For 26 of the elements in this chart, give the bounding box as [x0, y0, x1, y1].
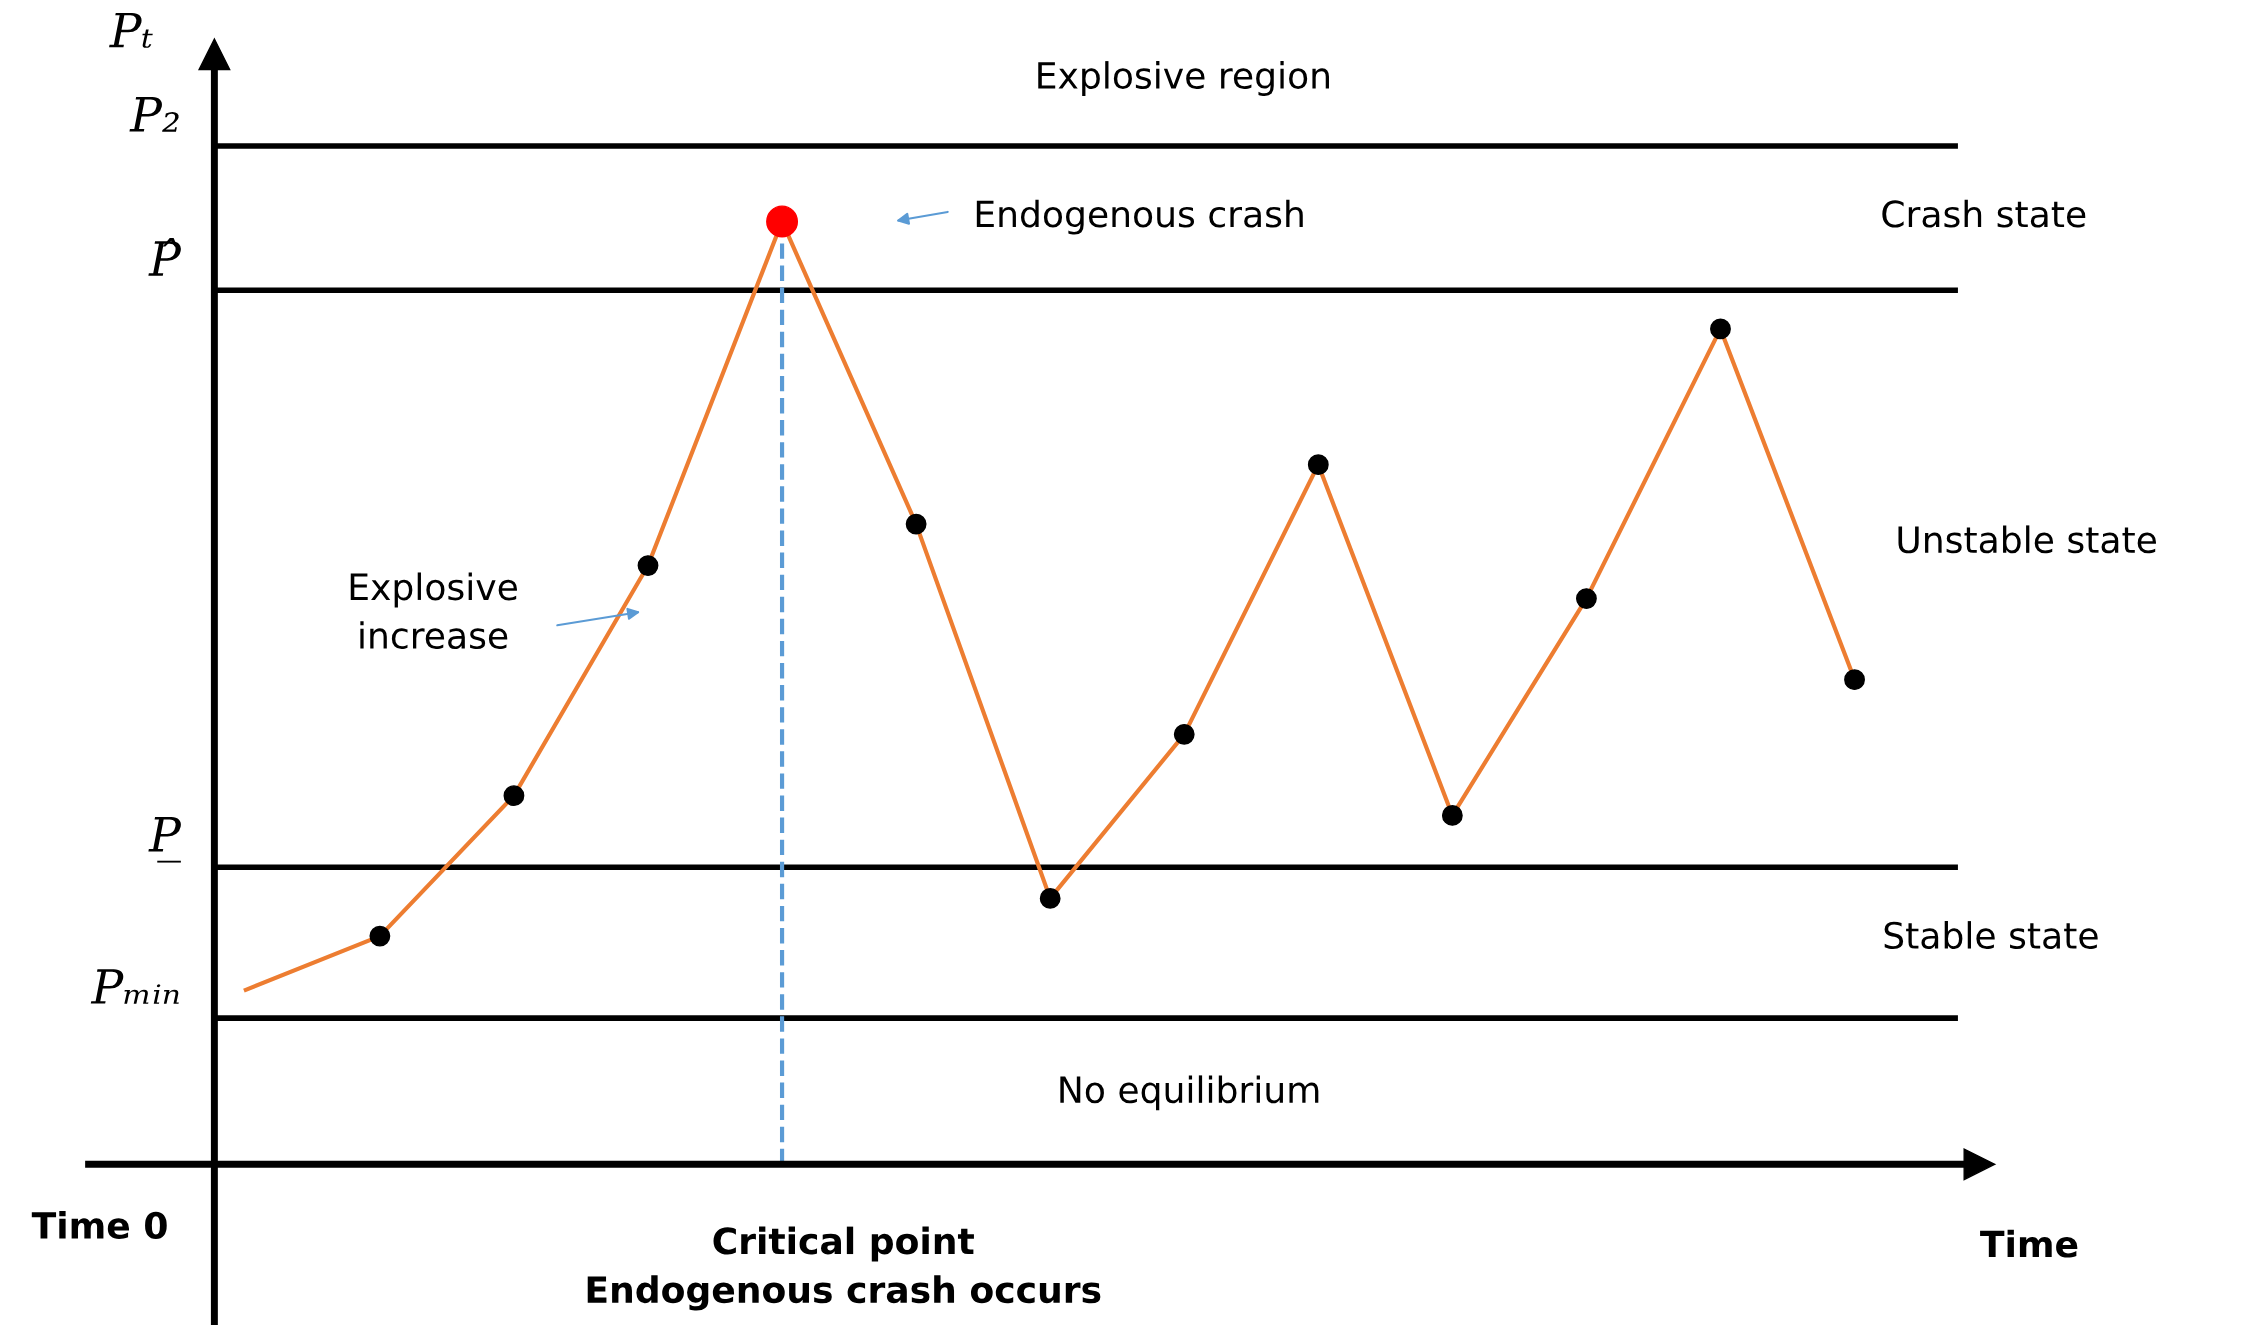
- text: Explosive region: [1038, 61, 1329, 97]
- annotation: Stable state: [1884, 921, 2098, 950]
- ref-line-label: P₂: [129, 97, 179, 132]
- point: [1173, 723, 1195, 745]
- point: [503, 785, 525, 807]
- point: [1307, 454, 1329, 476]
- x-axis-title: Time: [1980, 1229, 2078, 1258]
- y-axis-title: Pₜ: [109, 12, 153, 48]
- ref-line-label: Pₘᵢₙ: [90, 969, 179, 1004]
- annotation: Crash state: [1882, 199, 2086, 228]
- annotation: Endogenous crash: [976, 199, 1303, 235]
- point: [1575, 588, 1597, 609]
- text: Critical point Endogenous crash occurs: [587, 1226, 1101, 1311]
- annotation: Unstable state: [1898, 525, 2156, 554]
- ref-line-label: P̲: [148, 817, 181, 863]
- annotation: Explosive increase: [350, 572, 517, 650]
- point: [1441, 805, 1463, 826]
- annotation: No equilibrium: [1060, 1075, 1319, 1111]
- ref-line-label: P̂: [148, 237, 181, 276]
- point: [1039, 887, 1061, 909]
- point: [637, 555, 659, 576]
- text: Time 0: [31, 1211, 167, 1240]
- point: [1710, 318, 1731, 340]
- point: [369, 925, 391, 947]
- point: [905, 513, 927, 535]
- point: [1844, 669, 1865, 691]
